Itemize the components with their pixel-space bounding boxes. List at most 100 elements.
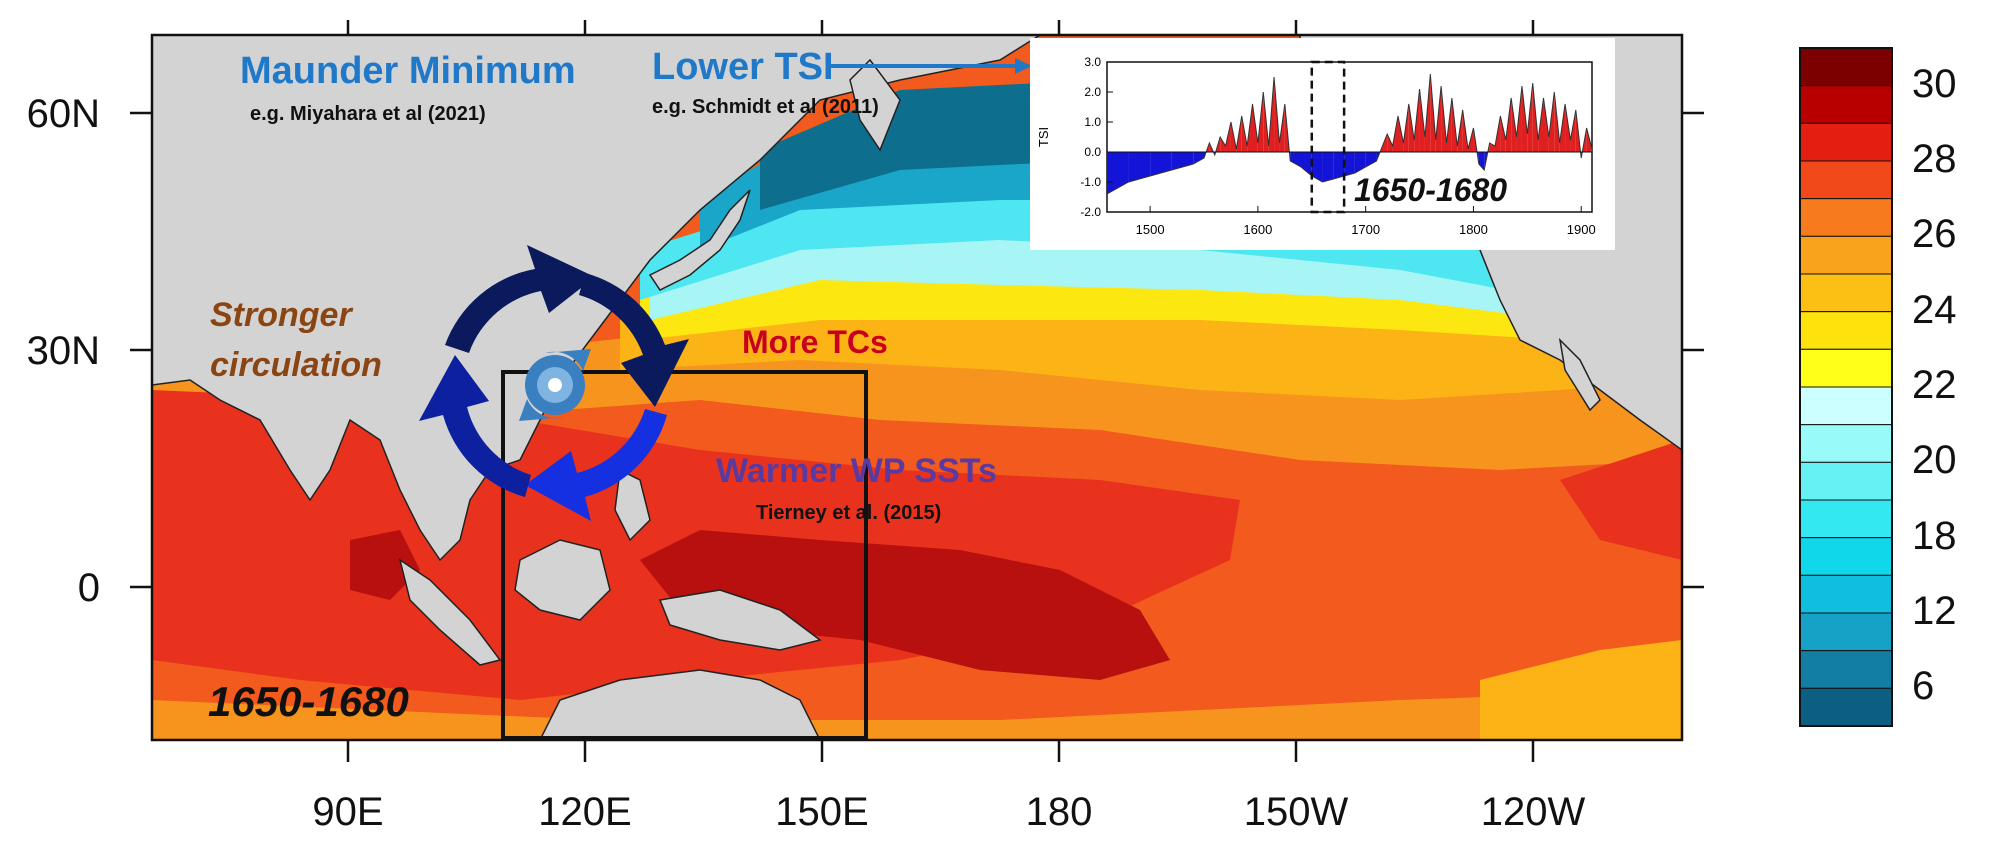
inset-y-tick-label: -2.0 bbox=[1080, 205, 1101, 219]
baja-land bbox=[1558, 337, 1601, 412]
maunder-citation: e.g. Miyahara et al (2021) bbox=[250, 103, 486, 125]
colorbar-label: 28 bbox=[1912, 137, 1957, 181]
tsi-area-segment bbox=[1511, 98, 1517, 152]
tsi-area-segment bbox=[1128, 152, 1151, 182]
tsi-area-segment bbox=[1220, 137, 1226, 152]
colorbar-swatch bbox=[1799, 235, 1893, 275]
tsi-area-segment bbox=[1150, 152, 1172, 176]
inset-y-tick-label: 3.0 bbox=[1084, 55, 1101, 69]
colorbar-swatch bbox=[1799, 687, 1893, 727]
lat-label-0: 0 bbox=[77, 566, 100, 610]
arrow-right-icon bbox=[828, 58, 1032, 74]
inset-y-tick-label: 1.0 bbox=[1084, 115, 1101, 129]
lon-label-180: 180 bbox=[1025, 790, 1093, 834]
sst-band-yellow-south bbox=[1480, 640, 1682, 740]
warmer-wp-ssts-label: Warmer WP SSTs bbox=[716, 452, 997, 490]
colorbar-swatch bbox=[1799, 273, 1893, 313]
inset-x-tick-label: 1600 bbox=[1243, 222, 1272, 237]
circular-arrows-icon bbox=[419, 245, 689, 521]
tsi-inset: 3.0 2.0 1.0 0.0 -1.0 -2.0 1500 1600 1700 1800 190… bbox=[1030, 38, 1615, 250]
lat-label-30n: 30N bbox=[26, 329, 100, 373]
colorbar-swatch bbox=[1799, 160, 1893, 200]
sst-band-pale-cyan bbox=[650, 240, 1682, 320]
tsi-area-segment bbox=[1387, 134, 1393, 152]
sst-warm-pool bbox=[640, 530, 1170, 680]
colorbar-label: 26 bbox=[1912, 212, 1957, 257]
western-pacific-box bbox=[501, 370, 868, 740]
colorbar-swatch bbox=[1799, 122, 1893, 162]
tsi-line bbox=[1106, 73, 1593, 195]
colorbar-label: 12 bbox=[1912, 589, 1957, 633]
lon-label-150w: 150W bbox=[1243, 790, 1349, 834]
sst-warm-indian bbox=[350, 530, 420, 600]
tsi-area-segment bbox=[1543, 98, 1549, 152]
tsi-citation: e.g. Schmidt et al (2011) bbox=[652, 96, 879, 118]
inset-period-label: 1650-1680 bbox=[1354, 172, 1508, 208]
inset-x-tick-label: 1700 bbox=[1351, 222, 1380, 237]
tsi-area-segment bbox=[1344, 152, 1355, 176]
tsi-area-segment bbox=[1107, 152, 1129, 194]
new-guinea-land bbox=[658, 589, 822, 651]
colorbar-swatch bbox=[1799, 47, 1893, 87]
sst-band-pale-yellow bbox=[640, 270, 1682, 340]
tsi-area-segment bbox=[1570, 110, 1576, 152]
sumatra-land bbox=[398, 558, 502, 666]
colorbar-swatch bbox=[1799, 311, 1893, 350]
tsi-area-segment bbox=[1521, 86, 1528, 152]
colorbar-swatch bbox=[1799, 537, 1893, 576]
colorbar-label: 24 bbox=[1912, 287, 1957, 332]
colorbar-label: 30 bbox=[1912, 61, 1957, 106]
inset-y-tick-label: 0.0 bbox=[1084, 145, 1101, 159]
colorbar-swatch bbox=[1799, 348, 1893, 388]
colorbar-swatch bbox=[1799, 499, 1893, 539]
colorbar-swatch bbox=[1799, 198, 1893, 237]
colorbar bbox=[1799, 47, 1893, 727]
sst-band-orange-south bbox=[152, 690, 1682, 740]
inset-x-ticks: 1500 1600 1700 1800 1900 bbox=[1136, 206, 1596, 237]
tsi-area-segment bbox=[1290, 152, 1301, 167]
lon-label-150e: 150E bbox=[775, 790, 869, 834]
lon-label-120w: 120W bbox=[1480, 790, 1586, 834]
philippines-land bbox=[614, 468, 651, 542]
maunder-minimum-title: Maunder Minimum bbox=[240, 50, 576, 92]
japan-land bbox=[648, 189, 751, 291]
inset-x-tick-label: 1900 bbox=[1567, 222, 1596, 237]
australia-land bbox=[539, 669, 821, 740]
colorbar-label: 6 bbox=[1912, 664, 1935, 709]
colorbar-swatch bbox=[1799, 85, 1893, 124]
colorbar-frame bbox=[1799, 47, 1893, 727]
colorbar-swatch bbox=[1799, 650, 1893, 689]
tsi-area-segment bbox=[1478, 152, 1485, 170]
colorbar-swatch bbox=[1799, 461, 1893, 501]
tsi-area-segment bbox=[1333, 152, 1345, 179]
colorbar-swatch bbox=[1799, 386, 1893, 426]
tsi-area-segment bbox=[1301, 152, 1312, 176]
tsi-area-segment bbox=[1365, 152, 1377, 167]
inset-frame bbox=[1106, 61, 1593, 213]
tsi-area-segment bbox=[1500, 116, 1506, 152]
lat-label-60n: 60N bbox=[26, 92, 100, 136]
lower-tsi-title: Lower TSI bbox=[652, 46, 834, 88]
tierney-citation: Tierney et al. (2015) bbox=[756, 502, 942, 524]
tsi-area-segment bbox=[1322, 152, 1334, 182]
lon-label-90e: 90E bbox=[312, 790, 384, 834]
colorbar-label: 22 bbox=[1912, 363, 1957, 407]
borneo-land bbox=[514, 539, 611, 621]
more-tcs-label: More TCs bbox=[742, 324, 888, 360]
tsi-series bbox=[1106, 73, 1593, 195]
inset-ylabel: TSI bbox=[1036, 127, 1051, 147]
inset-x-tick-label: 1800 bbox=[1459, 222, 1488, 237]
map-frame bbox=[150, 33, 1684, 742]
tsi-area-segment bbox=[1354, 152, 1366, 173]
axis-ticks bbox=[130, 20, 1704, 762]
inset-y-ticks: 3.0 2.0 1.0 0.0 -1.0 -2.0 bbox=[1080, 55, 1113, 219]
highlight-period-box bbox=[1310, 60, 1346, 214]
stronger-circulation-line2: circulation bbox=[210, 346, 382, 384]
inset-y-tick-label: -1.0 bbox=[1080, 175, 1101, 189]
sst-band-red-east bbox=[1560, 440, 1682, 560]
lon-label-120e: 120E bbox=[538, 790, 632, 834]
inset-y-tick-label: 2.0 bbox=[1084, 85, 1101, 99]
kamchatka-land bbox=[849, 58, 901, 152]
tsi-area-segment bbox=[1193, 152, 1204, 164]
